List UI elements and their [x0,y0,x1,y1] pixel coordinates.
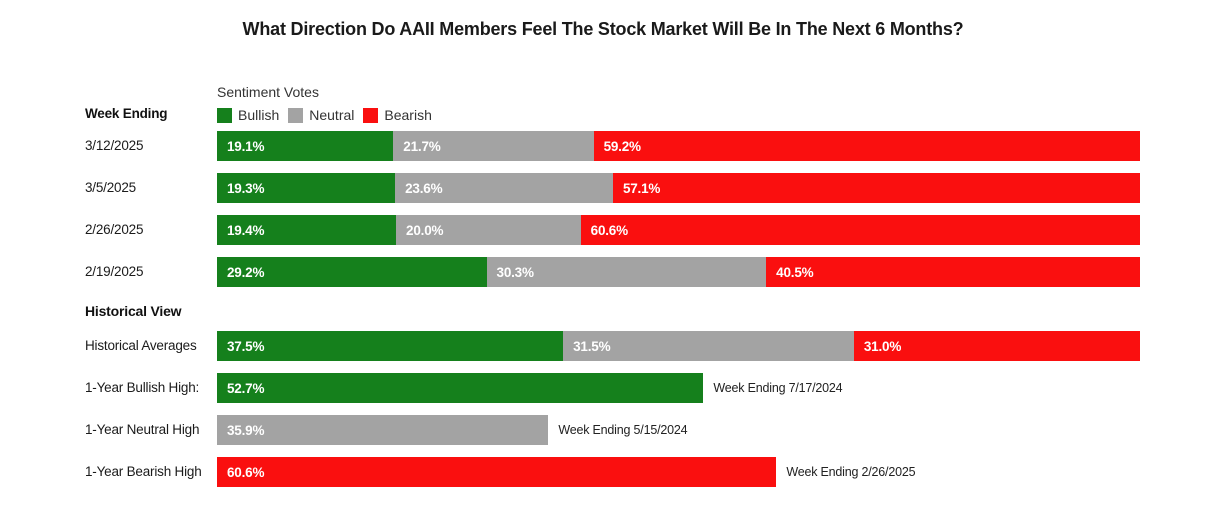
bar-value: 40.5% [776,264,814,280]
bar-value: 60.6% [227,464,265,480]
bar-row: 1-Year Bearish High 60.6% Week Ending 2/26… [85,457,1206,487]
neutral-swatch-icon [288,107,304,123]
row-label: 1-Year Bearish High [85,464,202,479]
row-label: 1-Year Bullish High: [85,380,200,395]
bar-value: 19.1% [227,138,265,154]
row-label-col: 1-Year Neutral High [85,421,217,439]
bar-value: 60.6% [590,222,628,238]
bar-value: 59.2% [603,138,641,154]
legend-title: Sentiment Votes [217,84,319,100]
bar-value: 19.4% [227,222,265,238]
legend-item-bearish: Bearish [363,107,432,123]
historical-rows: Historical Averages 37.5% 31.5% 31.0% 1-Year… [85,331,1206,487]
bar-value: 29.2% [227,264,265,280]
bar-row: 2/26/2025 19.4% 20.0% 60.6% [85,215,1206,245]
bar-segment-bearish: 40.5% [766,257,1140,287]
bar-row: Historical Averages 37.5% 31.5% 31.0% [85,331,1206,361]
row-label: 2/26/2025 [85,222,144,237]
bar-track: 52.7% Week Ending 7/17/2024 [217,373,1140,403]
bar-segment-bullish: 29.2% [217,257,487,287]
bar-value: 31.5% [573,338,611,354]
bar-segment-bullish: 19.3% [217,173,396,203]
row-label: Historical Averages [85,338,197,353]
bar-segment-neutral: 21.7% [393,131,594,161]
bar-annotation: Week Ending 5/15/2024 [558,423,688,437]
bar-track: 35.9% Week Ending 5/15/2024 [217,415,1140,445]
weekly-rows: 3/12/2025 19.1% 21.7% 59.2% 3/5/2025 19.3% 23.… [85,131,1206,287]
legend-label: Bearish [384,107,432,123]
bar-row: 3/5/2025 19.3% 23.6% 57.1% [85,173,1206,203]
bar-segment-neutral: 30.3% [486,257,767,287]
legend: Sentiment Votes Bullish Neutral Bearish [217,84,441,123]
bar-segment-neutral: 20.0% [396,215,581,245]
bar-segment-bearish: 59.2% [593,131,1140,161]
legend-label: Bullish [238,107,280,123]
legend-item-neutral: Neutral [288,107,354,123]
bar-track: 19.3% 23.6% 57.1% [217,173,1140,203]
bar-segment-neutral: 35.9% [217,415,549,445]
legend-items: Bullish Neutral Bearish [217,107,441,123]
bar-row: 1-Year Bullish High: 52.7% Week Ending 7/1… [85,373,1206,403]
bar-track: 19.1% 21.7% 59.2% [217,131,1140,161]
bar-value: 23.6% [405,180,443,196]
bar-value: 21.7% [403,138,441,154]
row-label: 1-Year Neutral High [85,422,200,437]
row-label: 3/5/2025 [85,180,136,195]
bar-track: 29.2% 30.3% 40.5% [217,257,1140,287]
row-label-col: 3/5/2025 [85,179,217,197]
legend-label: Neutral [309,107,355,123]
week-ending-header: Week Ending [85,106,168,121]
bar-segment-bullish: 37.5% [217,331,564,361]
row-label: 3/12/2025 [85,138,144,153]
row-label-col: 2/26/2025 [85,221,217,239]
bullish-swatch-icon [217,107,232,123]
bar-value: 20.0% [406,222,444,238]
row-label-col: 1-Year Bullish High: [85,379,217,397]
bar-row: 3/12/2025 19.1% 21.7% 59.2% [85,131,1206,161]
bar-segment-bullish: 52.7% [217,373,704,403]
row-label: 2/19/2025 [85,264,144,279]
bar-value: 37.5% [227,338,265,354]
row-label-col: 3/12/2025 [85,137,217,155]
row-label-col: 2/19/2025 [85,263,217,281]
bar-annotation: Week Ending 2/26/2025 [786,465,916,479]
bar-annotation: Week Ending 7/17/2024 [713,381,843,395]
historical-view-header: Historical View [85,303,182,319]
bar-segment-bullish: 19.4% [217,215,397,245]
bar-segment-bullish: 19.1% [217,131,394,161]
bar-segment-bearish: 57.1% [612,173,1140,203]
bar-segment-neutral: 23.6% [395,173,613,203]
bar-segment-neutral: 31.5% [563,331,854,361]
bar-track: 19.4% 20.0% 60.6% [217,215,1140,245]
bar-value: 35.9% [227,422,265,438]
row-label-col: 1-Year Bearish High [85,463,217,481]
bar-value: 57.1% [622,180,661,196]
row-label-col: Historical Averages [85,337,217,355]
bar-value: 52.7% [227,380,265,396]
bearish-swatch-icon [363,107,379,123]
bar-value: 19.3% [227,180,265,196]
bar-segment-bearish: 60.6% [580,215,1140,245]
bar-segment-bearish: 60.6% [217,457,777,487]
bar-row: 1-Year Neutral High 35.9% Week Ending 5/15… [85,415,1206,445]
bar-segment-bearish: 31.0% [853,331,1140,361]
bar-track: 60.6% Week Ending 2/26/2025 [217,457,1140,487]
chart-title: What Direction Do AAII Members Feel The … [242,19,964,39]
sentiment-chart: Week Ending Sentiment Votes Bullish Neutr… [85,84,1206,487]
chart-header-row: Week Ending Sentiment Votes Bullish Neutr… [85,84,1206,123]
bar-row: 2/19/2025 29.2% 30.3% 40.5% [85,257,1206,287]
bar-value: 30.3% [496,264,534,280]
legend-item-bullish: Bullish [217,107,279,123]
bar-track: 37.5% 31.5% 31.0% [217,331,1140,361]
bar-value: 31.0% [863,338,902,354]
